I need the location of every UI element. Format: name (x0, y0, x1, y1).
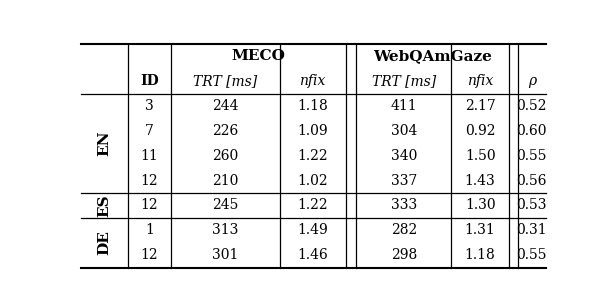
Text: 0.52: 0.52 (517, 99, 547, 113)
Text: 1.50: 1.50 (465, 149, 496, 163)
Text: 1.09: 1.09 (297, 124, 328, 138)
Text: 1.31: 1.31 (465, 223, 496, 237)
Text: 0.56: 0.56 (517, 174, 547, 188)
Text: TRT [ms]: TRT [ms] (193, 74, 258, 88)
Text: 0.55: 0.55 (517, 149, 547, 163)
Text: 2.17: 2.17 (465, 99, 496, 113)
Text: 313: 313 (212, 223, 239, 237)
Text: 0.55: 0.55 (517, 248, 547, 262)
Text: ID: ID (140, 74, 159, 88)
Text: 12: 12 (141, 174, 159, 188)
Text: ES: ES (97, 194, 111, 217)
Text: 1.18: 1.18 (297, 99, 328, 113)
Text: WebQAmGaze: WebQAmGaze (373, 49, 492, 63)
Text: 298: 298 (390, 248, 417, 262)
Text: 260: 260 (212, 149, 239, 163)
Text: 0.53: 0.53 (517, 199, 547, 212)
Text: nfix: nfix (467, 74, 493, 88)
Text: 244: 244 (212, 99, 239, 113)
Text: 245: 245 (212, 199, 239, 212)
Text: 1: 1 (145, 223, 154, 237)
Text: 7: 7 (145, 124, 154, 138)
Text: 1.22: 1.22 (297, 149, 328, 163)
Text: 0.92: 0.92 (465, 124, 495, 138)
Text: 3: 3 (145, 99, 154, 113)
Text: 0.60: 0.60 (517, 124, 547, 138)
Text: 0.31: 0.31 (517, 223, 547, 237)
Text: 340: 340 (390, 149, 417, 163)
Text: 210: 210 (212, 174, 239, 188)
Text: 1.30: 1.30 (465, 199, 496, 212)
Text: 1.46: 1.46 (297, 248, 328, 262)
Text: 337: 337 (390, 174, 417, 188)
Text: 12: 12 (141, 248, 159, 262)
Text: 1.22: 1.22 (297, 199, 328, 212)
Text: ρ: ρ (528, 74, 536, 88)
Text: 1.49: 1.49 (297, 223, 328, 237)
Text: 301: 301 (212, 248, 239, 262)
Text: EN: EN (97, 131, 111, 156)
Text: 333: 333 (390, 199, 417, 212)
Text: TRT [ms]: TRT [ms] (371, 74, 436, 88)
Text: 1.02: 1.02 (297, 174, 328, 188)
Text: 226: 226 (212, 124, 239, 138)
Text: 12: 12 (141, 199, 159, 212)
Text: 304: 304 (390, 124, 417, 138)
Text: 1.43: 1.43 (465, 174, 496, 188)
Text: MECO: MECO (232, 49, 286, 63)
Text: 282: 282 (390, 223, 417, 237)
Text: 11: 11 (141, 149, 159, 163)
Text: nfix: nfix (299, 74, 326, 88)
Text: DE: DE (97, 230, 111, 255)
Text: 1.18: 1.18 (465, 248, 496, 262)
Text: 411: 411 (390, 99, 417, 113)
